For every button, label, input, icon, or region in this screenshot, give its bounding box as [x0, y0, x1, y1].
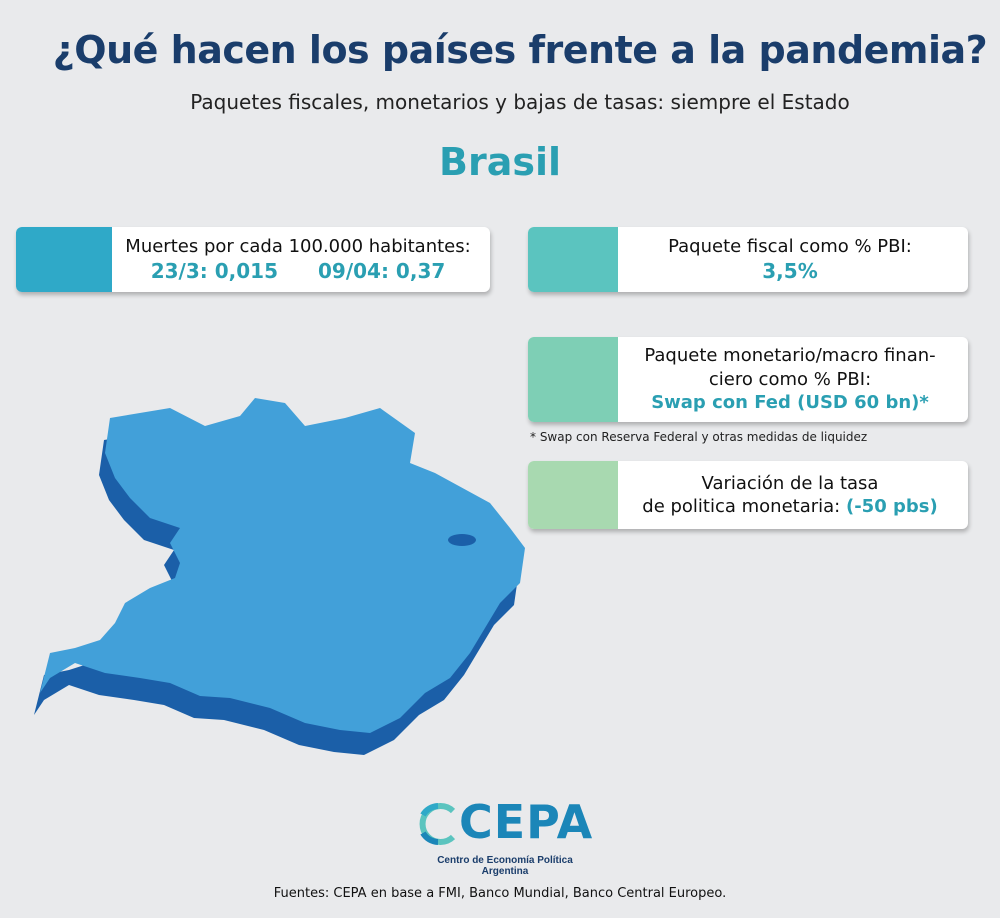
rate-card: Variación de la tasa de politica monetar…: [528, 461, 968, 529]
monetary-label-line1: Paquete monetario/macro finan-: [644, 345, 936, 367]
monetary-value: Swap con Fed (USD 60 bn)*: [651, 392, 929, 414]
fiscal-card: Paquete fiscal como % PBI: 3,5%: [528, 227, 968, 292]
sources-text: Fuentes: CEPA en base a FMI, Banco Mundi…: [273, 886, 727, 901]
rate-label-line1: Variación de la tasa: [701, 472, 879, 494]
deaths-card: Muertes por cada 100.000 habitantes: 23/…: [16, 227, 490, 292]
deaths-value-march: 23/3: 0,015: [150, 259, 278, 284]
deaths-label: Muertes por cada 100.000 habitantes:: [125, 235, 471, 257]
monetary-card: Paquete monetario/macro finan- ciero com…: [528, 337, 968, 422]
map-land: [40, 398, 525, 733]
fiscal-swatch: [528, 227, 618, 292]
fiscal-value: 3,5%: [762, 259, 818, 284]
map-lake: [448, 534, 476, 546]
monetary-swatch: [528, 337, 618, 422]
cepa-logo-text: CEPA: [459, 795, 594, 849]
deaths-swatch: [16, 227, 112, 292]
cepa-logo: CEPA Centro de Economía Política Argenti…: [415, 795, 595, 877]
fiscal-label: Paquete fiscal como % PBI:: [668, 235, 912, 257]
rate-label-line2: de politica monetaria:: [642, 496, 841, 517]
rate-value: (-50 pbs): [845, 496, 938, 517]
footnote: * Swap con Reserva Federal y otras medid…: [530, 430, 868, 444]
country-name: Brasil: [438, 140, 561, 184]
cepa-logo-subtext: Centro de Economía Política Argentina: [437, 855, 573, 877]
rate-swatch: [528, 461, 618, 529]
brasil-map: [34, 398, 525, 755]
deaths-value-april: 09/04: 0,37: [318, 259, 446, 284]
page-subtitle: Paquetes fiscales, monetarios y bajas de…: [190, 90, 850, 114]
cepa-logo-icon: [419, 803, 456, 845]
page-title: ¿Qué hacen los países frente a la pandem…: [52, 28, 988, 72]
monetary-label-line2: ciero como % PBI:: [708, 368, 872, 390]
